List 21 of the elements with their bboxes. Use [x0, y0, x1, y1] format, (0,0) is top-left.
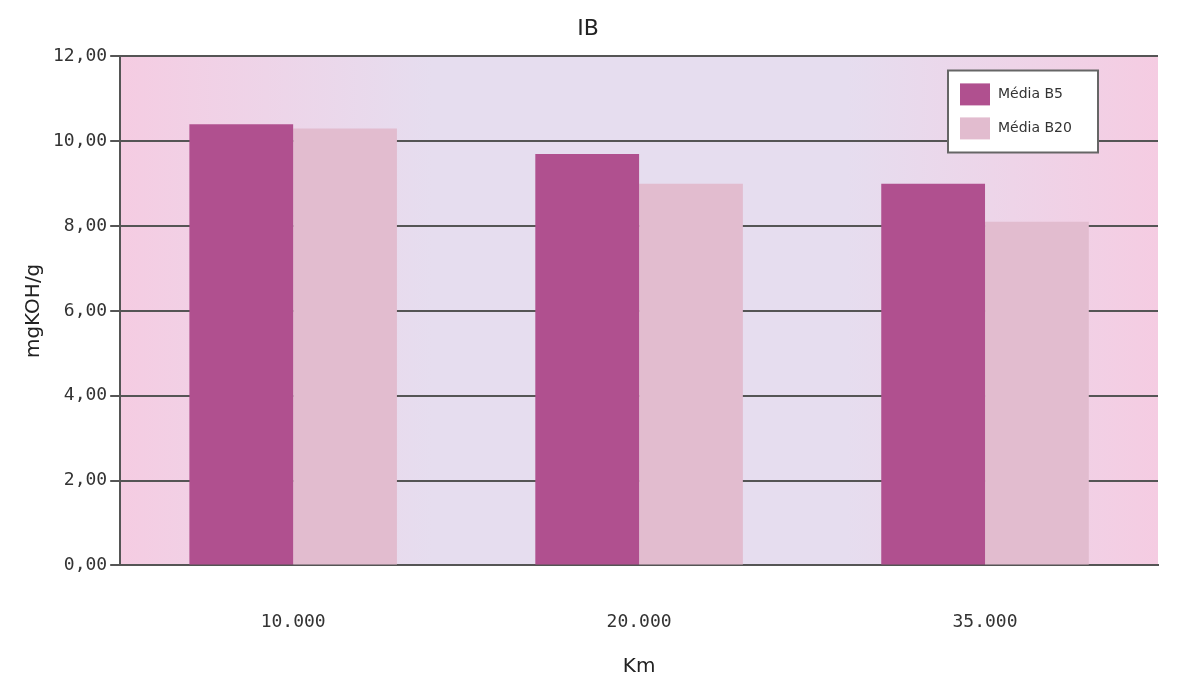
bar: [535, 153, 640, 565]
bar: [985, 221, 1089, 565]
y-tick-label: 4,00: [63, 383, 108, 405]
bar: [189, 124, 294, 565]
y-tick-label: 10,00: [53, 128, 108, 150]
y-axis-title: mgKOH/g: [20, 263, 45, 359]
y-tick-label: 2,00: [63, 468, 108, 490]
x-tick-label: 35.000: [952, 609, 1018, 631]
x-axis-title: Km: [622, 653, 656, 678]
y-tick-label: 6,00: [63, 298, 108, 320]
x-tick-label: 10.000: [260, 609, 326, 631]
bar: [293, 128, 397, 565]
bar: [639, 183, 743, 565]
x-tick-label: 20.000: [606, 609, 672, 631]
chart-title: IB: [577, 14, 599, 40]
bar: [881, 183, 986, 565]
legend-label: Média B5: [998, 85, 1064, 102]
y-tick-label: 0,00: [63, 553, 108, 575]
y-tick-label: 12,00: [53, 44, 108, 66]
y-tick-label: 8,00: [63, 213, 108, 235]
legend-label: Média B20: [998, 119, 1072, 136]
